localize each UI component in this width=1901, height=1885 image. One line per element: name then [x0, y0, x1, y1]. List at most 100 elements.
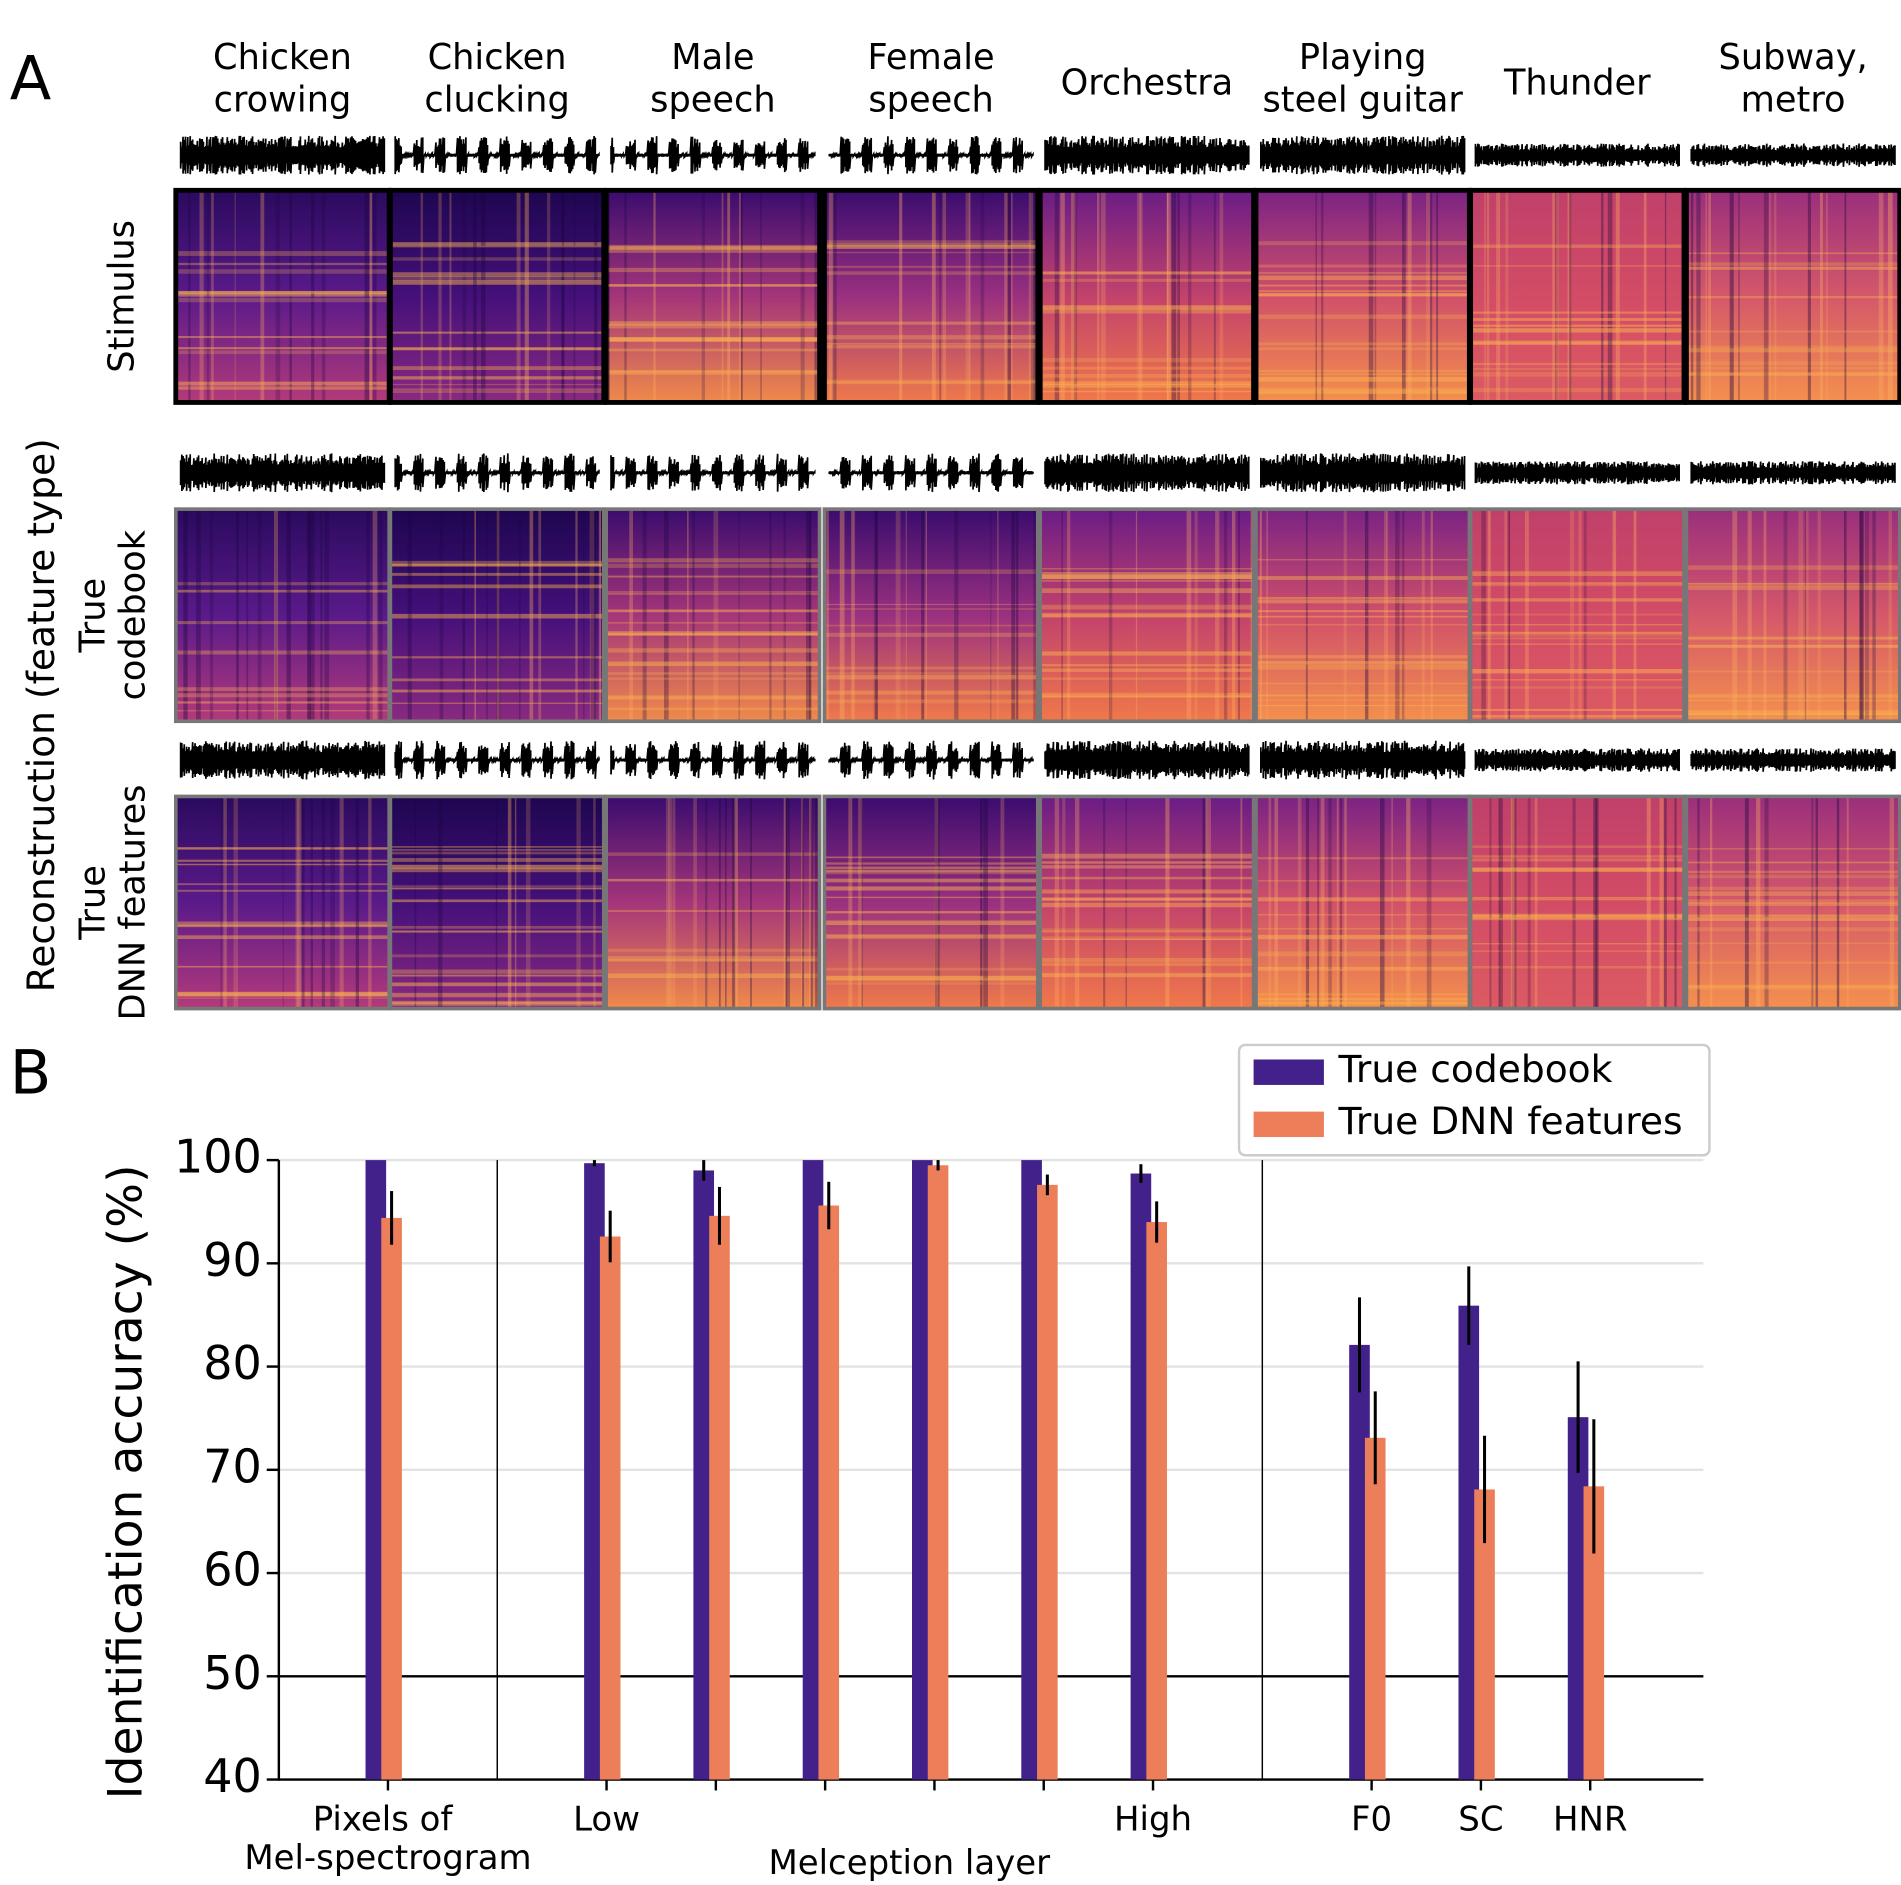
spectrogram-band: [390, 925, 604, 929]
spectrogram-onset: [234, 190, 236, 403]
spectrogram-onset: [1864, 509, 1870, 722]
bar: [1567, 1417, 1589, 1780]
spectrogram-onset: [1336, 796, 1339, 1009]
spectrogram-onset: [1764, 796, 1769, 1009]
spectrogram-band: [390, 849, 604, 851]
spectrogram-onset: [366, 509, 370, 722]
spectrogram-onset: [750, 796, 752, 1009]
spectrogram-band: [606, 324, 820, 329]
spectrogram-onset: [1430, 509, 1433, 722]
spectrogram-band: [1686, 266, 1900, 270]
spectrogram-band: [606, 337, 820, 342]
spectrogram-band: [1470, 571, 1684, 576]
spectrogram-band: [175, 847, 390, 850]
spectrogram-band: [606, 648, 820, 653]
spectrogram-onset: [301, 796, 305, 1009]
spectrogram-onset: [307, 509, 312, 722]
spectrogram-band: [175, 269, 390, 274]
spectrogram-band: [1040, 580, 1254, 582]
spectrogram-band: [390, 868, 604, 873]
spectrogram-band: [1686, 583, 1900, 587]
spectrogram-onset: [931, 190, 936, 403]
spectrogram-onset: [1321, 190, 1324, 403]
spectrogram-onset: [1202, 796, 1206, 1009]
spectrogram: [1256, 509, 1470, 722]
spectrogram-band: [1470, 598, 1684, 602]
spectrogram: [606, 796, 820, 1009]
spectrogram-band: [606, 246, 820, 250]
spectrogram-onset: [1555, 190, 1558, 403]
spectrogram: [1040, 190, 1254, 403]
panel-label: B: [10, 1038, 52, 1108]
spectrogram-onset: [1505, 190, 1509, 403]
spectrogram-band: [1470, 244, 1684, 248]
spectrogram-onset: [1401, 190, 1406, 403]
waveform: [1044, 135, 1250, 175]
spectrogram-band: [1256, 293, 1470, 297]
spectrogram-onset: [573, 190, 576, 403]
legend-label: True DNN features: [1337, 1099, 1682, 1143]
spectrogram-band: [175, 582, 390, 586]
spectrogram-onset: [1067, 509, 1071, 722]
spectrogram-band: [1256, 342, 1470, 346]
legend-swatch: [1253, 1111, 1324, 1138]
column-title: Chicken: [213, 37, 352, 78]
spectrogram-band: [1040, 574, 1254, 580]
spectrogram-onset: [518, 509, 521, 722]
spectrogram-onset: [934, 796, 939, 1009]
bar: [1364, 1437, 1386, 1780]
spectrogram-band: [1686, 927, 1900, 932]
spectrogram-band: [606, 852, 820, 856]
spectrogram-band: [1686, 565, 1900, 570]
spectrogram-band: [824, 978, 1038, 982]
spectrogram-band: [606, 622, 820, 624]
spectrogram-onset: [1406, 796, 1411, 1009]
spectrogram-band: [1040, 930, 1254, 933]
spectrogram-band: [824, 975, 1038, 981]
spectrogram-onset: [1054, 796, 1060, 1009]
spectrogram-band: [1256, 559, 1470, 561]
spectrogram-band: [390, 376, 604, 380]
spectrogram-band: [1470, 324, 1684, 327]
spectrogram-band: [1040, 357, 1254, 363]
spectrogram-frame: [603, 187, 822, 405]
spectrogram-onset: [852, 509, 856, 722]
spectrogram-band: [824, 381, 1038, 385]
waveform: [1474, 461, 1680, 485]
spectrogram-band: [1040, 695, 1254, 698]
spectrogram-onset: [713, 509, 719, 722]
spectrogram-onset: [806, 509, 811, 722]
spectrogram: [1686, 509, 1900, 722]
spectrogram-onset: [1028, 190, 1034, 403]
spectrogram-onset: [516, 190, 521, 403]
spectrogram-band: [390, 347, 604, 350]
bar: [1037, 1184, 1058, 1780]
y-tick-label: 50: [203, 1646, 262, 1700]
spectrogram-frame: [1037, 187, 1257, 405]
spectrogram-band: [1686, 917, 1900, 921]
spectrogram-band: [1686, 916, 1900, 921]
spectrogram-onset: [786, 796, 791, 1009]
spectrogram-onset: [546, 190, 551, 403]
spectrogram-band: [390, 851, 604, 855]
spectrogram-onset: [1489, 796, 1492, 1009]
bar: [912, 1160, 933, 1780]
spectrogram-onset: [1872, 509, 1876, 722]
spectrogram-onset: [1552, 190, 1556, 403]
spectrogram-band: [1040, 898, 1254, 901]
bar: [584, 1163, 605, 1780]
spectrogram-band: [1256, 880, 1470, 882]
spectrogram-onset: [1238, 509, 1240, 722]
spectrogram-band: [390, 969, 604, 974]
spectrogram-band: [606, 609, 820, 613]
spectrogram-band: [1470, 943, 1684, 945]
spectrogram-band: [1040, 668, 1254, 672]
spectrogram-band: [824, 603, 1038, 606]
spectrogram-onset: [875, 509, 878, 722]
spectrogram-onset: [368, 796, 372, 1009]
spectrogram-band: [1686, 645, 1900, 648]
spectrogram-band: [1040, 571, 1254, 575]
spectrogram-band: [824, 862, 1038, 865]
spectrogram-onset: [809, 796, 813, 1009]
spectrogram-band: [1256, 993, 1470, 996]
